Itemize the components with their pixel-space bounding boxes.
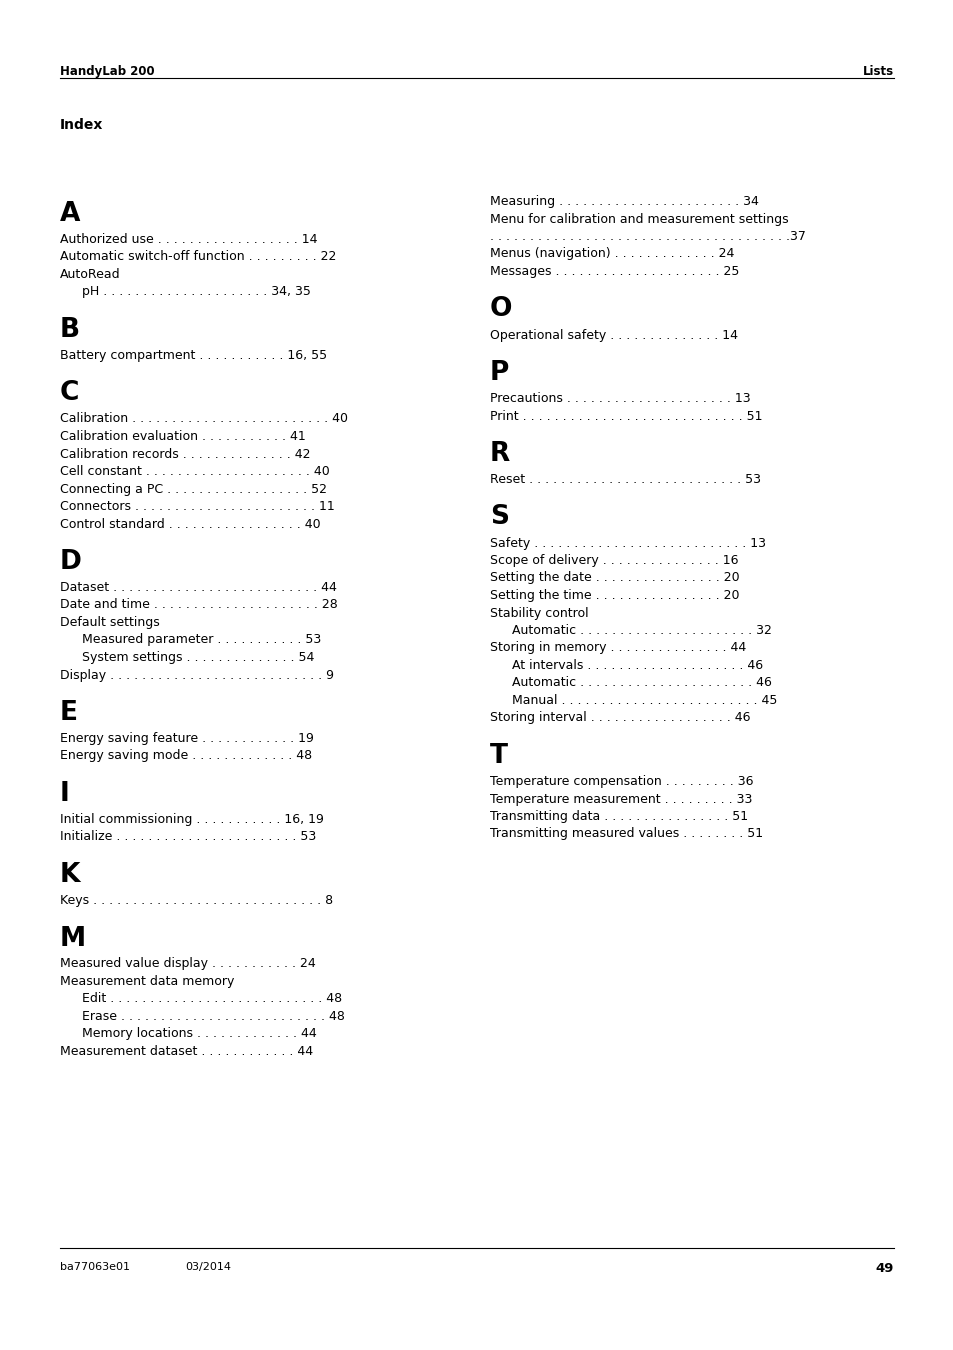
Text: Measuring . . . . . . . . . . . . . . . . . . . . . . . 34: Measuring . . . . . . . . . . . . . . . … bbox=[490, 194, 758, 208]
Text: HandyLab 200: HandyLab 200 bbox=[60, 65, 154, 78]
Text: Stability control: Stability control bbox=[490, 606, 588, 620]
Text: Initialize . . . . . . . . . . . . . . . . . . . . . . . 53: Initialize . . . . . . . . . . . . . . .… bbox=[60, 830, 315, 844]
Text: Automatic . . . . . . . . . . . . . . . . . . . . . . 46: Automatic . . . . . . . . . . . . . . . … bbox=[512, 676, 771, 690]
Text: Default settings: Default settings bbox=[60, 616, 159, 629]
Text: Calibration evaluation . . . . . . . . . . . 41: Calibration evaluation . . . . . . . . .… bbox=[60, 431, 305, 443]
Text: Dataset . . . . . . . . . . . . . . . . . . . . . . . . . . 44: Dataset . . . . . . . . . . . . . . . . … bbox=[60, 580, 336, 594]
Text: M: M bbox=[60, 926, 86, 952]
Text: Connecting a PC . . . . . . . . . . . . . . . . . . 52: Connecting a PC . . . . . . . . . . . . … bbox=[60, 482, 327, 495]
Text: Menus (navigation) . . . . . . . . . . . . . 24: Menus (navigation) . . . . . . . . . . .… bbox=[490, 247, 734, 261]
Text: Precautions . . . . . . . . . . . . . . . . . . . . . 13: Precautions . . . . . . . . . . . . . . … bbox=[490, 392, 750, 405]
Text: Connectors . . . . . . . . . . . . . . . . . . . . . . . 11: Connectors . . . . . . . . . . . . . . .… bbox=[60, 500, 335, 513]
Text: Storing interval . . . . . . . . . . . . . . . . . . 46: Storing interval . . . . . . . . . . . .… bbox=[490, 711, 750, 725]
Text: A: A bbox=[60, 201, 80, 227]
Text: Messages . . . . . . . . . . . . . . . . . . . . . 25: Messages . . . . . . . . . . . . . . . .… bbox=[490, 265, 739, 278]
Text: Memory locations . . . . . . . . . . . . . 44: Memory locations . . . . . . . . . . . .… bbox=[82, 1027, 316, 1041]
Text: Measurement dataset . . . . . . . . . . . . 44: Measurement dataset . . . . . . . . . . … bbox=[60, 1045, 313, 1058]
Text: Transmitting measured values . . . . . . . . 51: Transmitting measured values . . . . . .… bbox=[490, 828, 762, 841]
Text: Energy saving feature . . . . . . . . . . . . 19: Energy saving feature . . . . . . . . . … bbox=[60, 732, 314, 745]
Text: Calibration . . . . . . . . . . . . . . . . . . . . . . . . . 40: Calibration . . . . . . . . . . . . . . … bbox=[60, 413, 348, 425]
Text: T: T bbox=[490, 743, 507, 770]
Text: Safety . . . . . . . . . . . . . . . . . . . . . . . . . . . 13: Safety . . . . . . . . . . . . . . . . .… bbox=[490, 536, 765, 549]
Text: Reset . . . . . . . . . . . . . . . . . . . . . . . . . . . 53: Reset . . . . . . . . . . . . . . . . . … bbox=[490, 472, 760, 486]
Text: 49: 49 bbox=[875, 1262, 893, 1274]
Text: B: B bbox=[60, 317, 80, 343]
Text: Authorized use . . . . . . . . . . . . . . . . . . 14: Authorized use . . . . . . . . . . . . .… bbox=[60, 234, 317, 246]
Text: P: P bbox=[490, 360, 509, 386]
Text: Automatic switch-off function . . . . . . . . . 22: Automatic switch-off function . . . . . … bbox=[60, 251, 336, 263]
Text: D: D bbox=[60, 549, 82, 575]
Text: Measured parameter . . . . . . . . . . . 53: Measured parameter . . . . . . . . . . .… bbox=[82, 633, 321, 647]
Text: Temperature compensation . . . . . . . . . 36: Temperature compensation . . . . . . . .… bbox=[490, 775, 753, 788]
Text: Setting the time . . . . . . . . . . . . . . . . 20: Setting the time . . . . . . . . . . . .… bbox=[490, 589, 739, 602]
Text: Control standard . . . . . . . . . . . . . . . . . 40: Control standard . . . . . . . . . . . .… bbox=[60, 517, 320, 531]
Text: Operational safety . . . . . . . . . . . . . . 14: Operational safety . . . . . . . . . . .… bbox=[490, 328, 738, 342]
Text: Keys . . . . . . . . . . . . . . . . . . . . . . . . . . . . . 8: Keys . . . . . . . . . . . . . . . . . .… bbox=[60, 894, 333, 907]
Text: Manual . . . . . . . . . . . . . . . . . . . . . . . . . 45: Manual . . . . . . . . . . . . . . . . .… bbox=[512, 694, 777, 707]
Text: Menu for calibration and measurement settings: Menu for calibration and measurement set… bbox=[490, 212, 788, 225]
Text: Date and time . . . . . . . . . . . . . . . . . . . . . 28: Date and time . . . . . . . . . . . . . … bbox=[60, 598, 337, 612]
Text: Battery compartment . . . . . . . . . . . 16, 55: Battery compartment . . . . . . . . . . … bbox=[60, 350, 327, 362]
Text: ba77063e01: ba77063e01 bbox=[60, 1262, 130, 1272]
Text: Temperature measurement . . . . . . . . . 33: Temperature measurement . . . . . . . . … bbox=[490, 792, 752, 806]
Text: . . . . . . . . . . . . . . . . . . . . . . . . . . . . . . . . . . . . . .37: . . . . . . . . . . . . . . . . . . . . … bbox=[490, 230, 805, 243]
Text: Transmitting data . . . . . . . . . . . . . . . . 51: Transmitting data . . . . . . . . . . . … bbox=[490, 810, 747, 824]
Text: Cell constant . . . . . . . . . . . . . . . . . . . . . 40: Cell constant . . . . . . . . . . . . . … bbox=[60, 464, 330, 478]
Text: Energy saving mode . . . . . . . . . . . . . 48: Energy saving mode . . . . . . . . . . .… bbox=[60, 749, 312, 763]
Text: C: C bbox=[60, 381, 79, 406]
Text: At intervals . . . . . . . . . . . . . . . . . . . . 46: At intervals . . . . . . . . . . . . . .… bbox=[512, 659, 762, 672]
Text: Lists: Lists bbox=[862, 65, 893, 78]
Text: Calibration records . . . . . . . . . . . . . . 42: Calibration records . . . . . . . . . . … bbox=[60, 447, 310, 460]
Text: 03/2014: 03/2014 bbox=[185, 1262, 231, 1272]
Text: Measured value display . . . . . . . . . . . 24: Measured value display . . . . . . . . .… bbox=[60, 957, 315, 971]
Text: R: R bbox=[490, 441, 510, 467]
Text: Display . . . . . . . . . . . . . . . . . . . . . . . . . . . 9: Display . . . . . . . . . . . . . . . . … bbox=[60, 668, 334, 682]
Text: S: S bbox=[490, 505, 509, 531]
Text: AutoRead: AutoRead bbox=[60, 269, 120, 281]
Text: O: O bbox=[490, 297, 512, 323]
Text: Erase . . . . . . . . . . . . . . . . . . . . . . . . . . 48: Erase . . . . . . . . . . . . . . . . . … bbox=[82, 1010, 345, 1023]
Text: System settings . . . . . . . . . . . . . . 54: System settings . . . . . . . . . . . . … bbox=[82, 651, 314, 664]
Text: Edit . . . . . . . . . . . . . . . . . . . . . . . . . . . 48: Edit . . . . . . . . . . . . . . . . . .… bbox=[82, 992, 342, 1006]
Text: E: E bbox=[60, 701, 78, 726]
Text: pH . . . . . . . . . . . . . . . . . . . . . 34, 35: pH . . . . . . . . . . . . . . . . . . .… bbox=[82, 285, 311, 298]
Text: Storing in memory . . . . . . . . . . . . . . . 44: Storing in memory . . . . . . . . . . . … bbox=[490, 641, 745, 655]
Text: Scope of delivery . . . . . . . . . . . . . . . 16: Scope of delivery . . . . . . . . . . . … bbox=[490, 554, 738, 567]
Text: Automatic . . . . . . . . . . . . . . . . . . . . . . 32: Automatic . . . . . . . . . . . . . . . … bbox=[512, 624, 771, 637]
Text: I: I bbox=[60, 782, 70, 807]
Text: Initial commissioning . . . . . . . . . . . 16, 19: Initial commissioning . . . . . . . . . … bbox=[60, 813, 323, 826]
Text: K: K bbox=[60, 863, 80, 888]
Text: Index: Index bbox=[60, 117, 103, 132]
Text: Setting the date . . . . . . . . . . . . . . . . 20: Setting the date . . . . . . . . . . . .… bbox=[490, 571, 739, 585]
Text: Print . . . . . . . . . . . . . . . . . . . . . . . . . . . . 51: Print . . . . . . . . . . . . . . . . . … bbox=[490, 409, 761, 423]
Text: Measurement data memory: Measurement data memory bbox=[60, 975, 234, 988]
